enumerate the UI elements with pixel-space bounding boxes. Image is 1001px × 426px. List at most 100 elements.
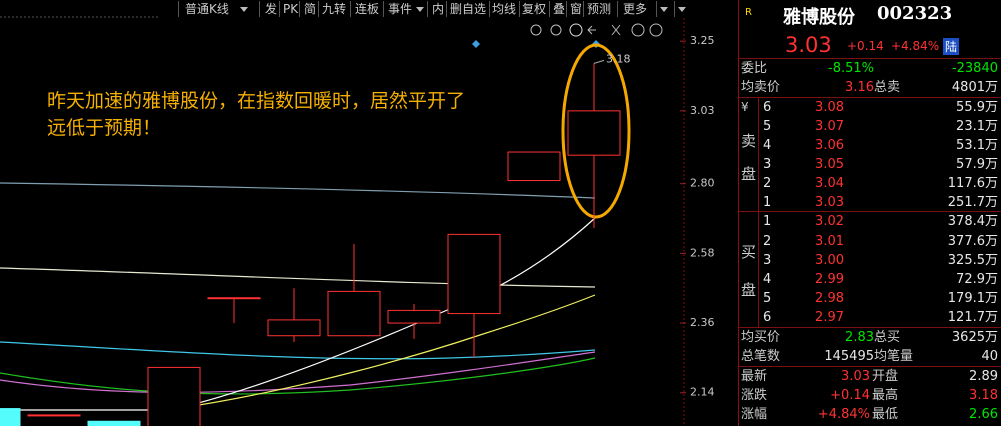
undo-icon[interactable] bbox=[587, 25, 596, 35]
y-tick-label: 3.25 bbox=[690, 34, 715, 47]
price: 2.99 bbox=[815, 272, 844, 287]
label: 均卖价 bbox=[741, 80, 781, 95]
separator bbox=[583, 1, 584, 17]
level: 5 bbox=[763, 119, 772, 134]
value: +0.14 bbox=[830, 388, 870, 403]
separator bbox=[299, 1, 300, 17]
level: 6 bbox=[763, 310, 772, 325]
volume: 117.6万 bbox=[947, 176, 998, 191]
toolbar-button[interactable]: 连板 bbox=[355, 2, 380, 16]
candle-body bbox=[27, 414, 81, 417]
market-badge: 陆 bbox=[943, 38, 960, 55]
label: 涨幅 bbox=[741, 407, 768, 422]
value: 3625万 bbox=[951, 330, 998, 345]
zoom-out-icon[interactable] bbox=[631, 23, 645, 37]
level: 3 bbox=[763, 157, 772, 172]
ma-line bbox=[179, 294, 596, 409]
level: 6 bbox=[763, 100, 772, 115]
toolbar-button[interactable]: 预测 bbox=[587, 2, 612, 16]
value: -8.51% bbox=[828, 61, 874, 76]
divider bbox=[739, 58, 1001, 59]
label: 总笔数 bbox=[741, 349, 781, 364]
separator bbox=[383, 1, 384, 17]
value: 2.89 bbox=[969, 369, 998, 384]
dropdown-arrow[interactable] bbox=[660, 7, 668, 12]
candle-body bbox=[267, 319, 321, 337]
order-row: 5 2.98 179.1万 bbox=[739, 289, 1001, 308]
eye-icon[interactable] bbox=[530, 24, 542, 36]
dropdown-arrow[interactable] bbox=[678, 7, 686, 12]
volume: 378.4万 bbox=[947, 214, 998, 229]
price: 2.97 bbox=[815, 310, 844, 325]
mark: ¥ bbox=[741, 100, 749, 114]
badge: R bbox=[745, 7, 752, 18]
label: 最新 bbox=[741, 369, 768, 384]
max-label: 3.18 bbox=[606, 52, 631, 65]
toolbar-button[interactable]: 普通K线 bbox=[185, 2, 229, 16]
toolbar-button[interactable]: 九转 bbox=[322, 2, 347, 16]
icon[interactable] bbox=[550, 24, 562, 36]
annotation: 昨天加速的雅博股份，在指数回暖时，居然平开了 远低于预期！ bbox=[47, 88, 465, 142]
toolbar-button[interactable]: 更多 bbox=[623, 2, 648, 16]
level: 3 bbox=[763, 253, 772, 268]
annotation-line: 昨天加速的雅博股份，在指数回暖时，居然平开了 bbox=[47, 90, 466, 112]
y-tick-label: 2.80 bbox=[690, 177, 715, 190]
separator bbox=[519, 1, 520, 17]
price: 3.01 bbox=[815, 234, 844, 249]
label: 涨跌 bbox=[741, 388, 768, 403]
order-row: 2 3.01 377.6万 bbox=[739, 232, 1001, 251]
volume: 179.1万 bbox=[947, 291, 998, 306]
toolbar-button[interactable]: 内 bbox=[432, 2, 445, 16]
candle-body bbox=[387, 309, 441, 324]
label: 最高 bbox=[872, 388, 899, 403]
side-label: 盘 bbox=[741, 281, 757, 299]
separator bbox=[656, 1, 657, 17]
candle-body bbox=[0, 408, 21, 426]
label: 均买价 bbox=[741, 330, 781, 345]
dropdown-arrow[interactable] bbox=[416, 7, 424, 12]
toolbar-button[interactable]: 发 bbox=[265, 2, 278, 16]
separator bbox=[318, 1, 319, 17]
level: 4 bbox=[763, 138, 772, 153]
toolbar-button[interactable]: 叠 bbox=[553, 2, 566, 16]
cut-icon[interactable] bbox=[611, 24, 621, 36]
candle-body bbox=[327, 290, 381, 337]
price: 3.04 bbox=[815, 176, 844, 191]
toolbar-button[interactable]: 简 bbox=[304, 2, 317, 16]
ma-line bbox=[0, 357, 596, 395]
candle-body bbox=[567, 110, 621, 156]
toolbar-button[interactable]: PK bbox=[283, 2, 299, 16]
value: +4.84% bbox=[817, 407, 870, 422]
order-row: 5 3.07 23.1万 bbox=[739, 117, 1001, 136]
toolbar-button[interactable]: 复权 bbox=[522, 2, 547, 16]
y-tick-label: 3.03 bbox=[690, 104, 715, 117]
toolbar-button[interactable]: 事件 bbox=[388, 2, 413, 16]
play-icon[interactable] bbox=[569, 23, 583, 37]
label: 均笔量 bbox=[874, 349, 914, 364]
order-row: 6 2.97 121.7万 bbox=[739, 308, 1001, 327]
volume: 72.9万 bbox=[956, 272, 998, 287]
value: 3.03 bbox=[841, 369, 870, 384]
value: 4801万 bbox=[951, 80, 998, 95]
value: 145495 bbox=[824, 349, 874, 364]
level: 5 bbox=[763, 291, 772, 306]
toolbar-button[interactable]: 删自选 bbox=[450, 2, 487, 16]
zoom-in-icon[interactable] bbox=[649, 23, 663, 37]
value: 40 bbox=[981, 349, 998, 364]
separator bbox=[489, 1, 490, 17]
y-tick-label: 2.36 bbox=[690, 316, 715, 329]
annotation-line: 远低于预期！ bbox=[47, 117, 162, 139]
separator bbox=[350, 1, 351, 17]
ma-line bbox=[0, 217, 596, 411]
toolbar-button[interactable]: 窗 bbox=[570, 2, 583, 16]
price: 3.06 bbox=[815, 138, 844, 153]
toolbar-button[interactable]: 均线 bbox=[492, 2, 517, 16]
volume: 377.6万 bbox=[947, 234, 998, 249]
level: 4 bbox=[763, 272, 772, 287]
max-pointer bbox=[593, 59, 605, 64]
side-label: 卖 bbox=[741, 132, 757, 150]
stock-code: 002323 bbox=[877, 3, 953, 24]
volume: 325.5万 bbox=[947, 253, 998, 268]
stat-row: 涨跌 +0.14 最高 3.18 bbox=[739, 386, 1001, 405]
dropdown-arrow[interactable] bbox=[240, 7, 248, 12]
